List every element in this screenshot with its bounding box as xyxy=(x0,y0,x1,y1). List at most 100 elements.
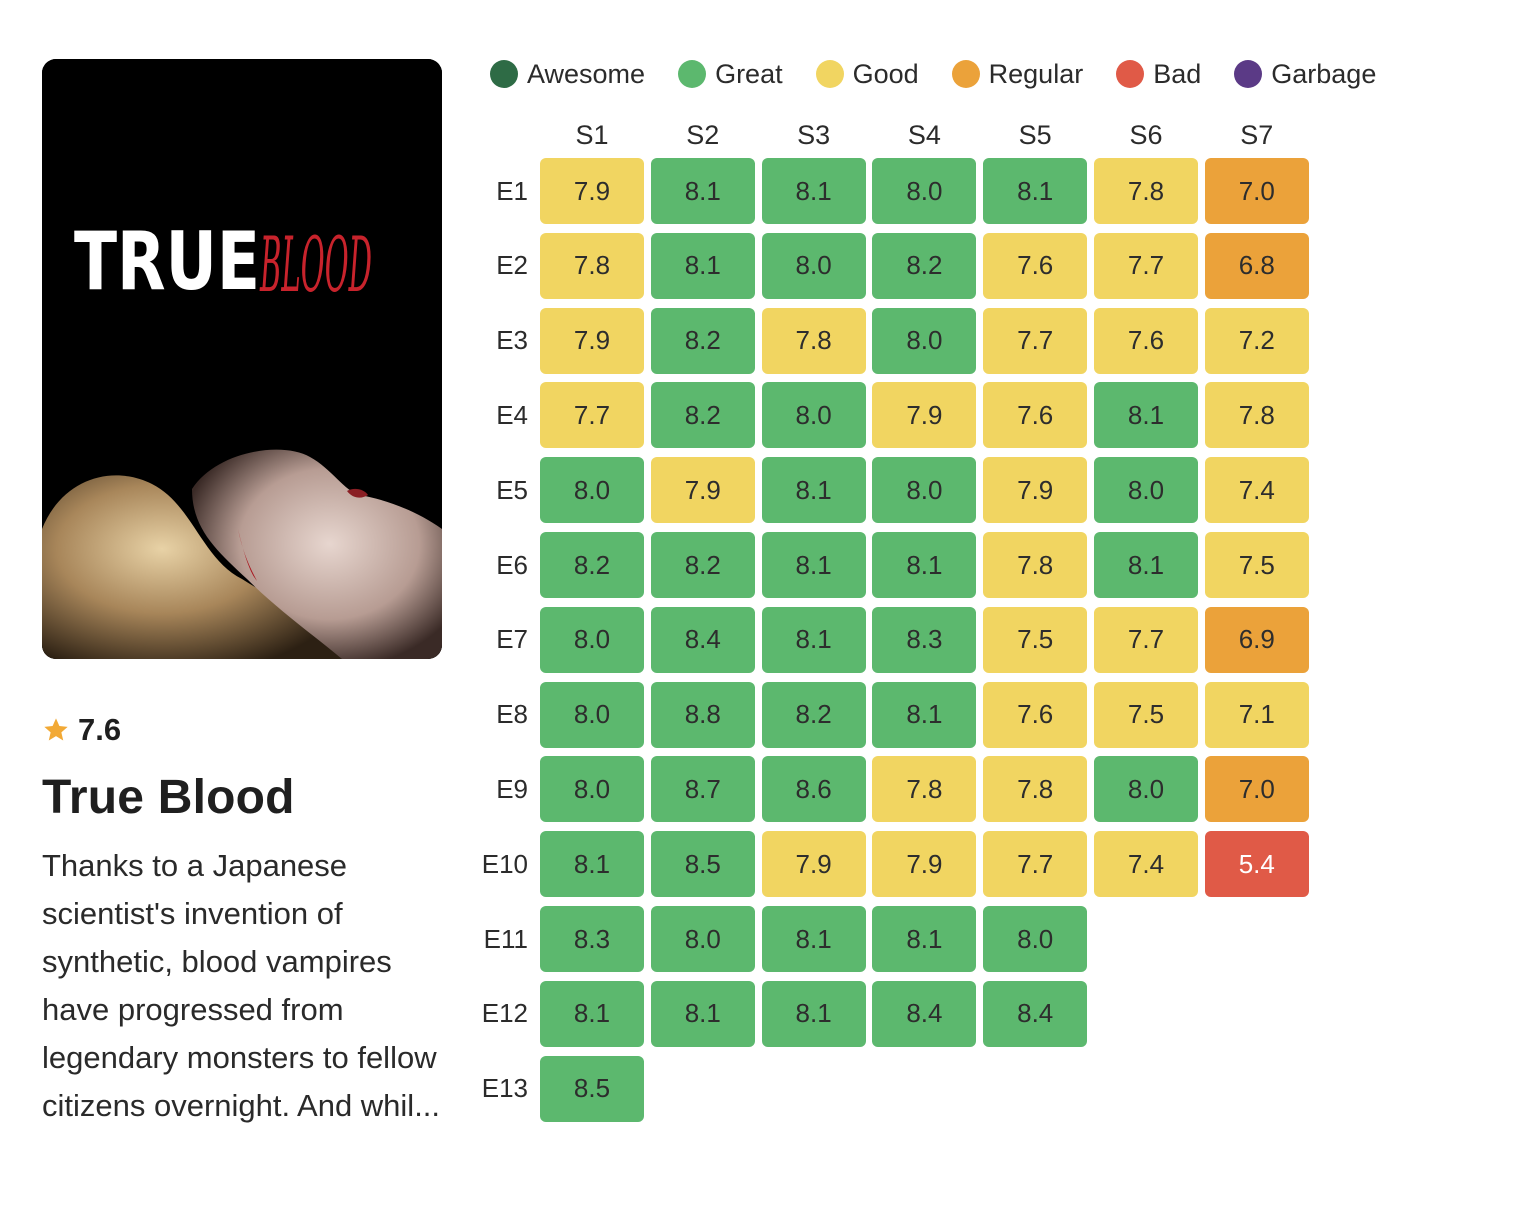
episode-rating-cell[interactable]: 8.2 xyxy=(872,232,977,299)
episode-rating-cell[interactable]: 8.6 xyxy=(761,756,866,823)
season-header: S3 xyxy=(797,119,831,150)
episode-rating-cell[interactable]: 8.1 xyxy=(872,681,977,748)
episode-rating-cell[interactable]: 7.8 xyxy=(983,756,1088,823)
episode-rating-cell[interactable]: 7.7 xyxy=(983,831,1088,898)
episode-rating-cell[interactable]: 7.1 xyxy=(1204,681,1309,748)
episode-rating-cell[interactable]: 7.7 xyxy=(540,382,644,449)
season-header: S4 xyxy=(907,119,941,150)
episode-rating-cell[interactable]: 6.8 xyxy=(1204,232,1309,299)
episode-rating-cell[interactable]: 6.9 xyxy=(1204,606,1309,673)
legend-item-regular: Regular xyxy=(951,59,1083,90)
episode-rating-cell[interactable]: 8.0 xyxy=(540,457,644,524)
show-title[interactable]: True Blood xyxy=(42,771,295,824)
episode-rating-cell[interactable]: 8.0 xyxy=(1094,457,1198,524)
episode-rating-cell[interactable]: 7.6 xyxy=(1094,307,1198,374)
episode-rating-cell[interactable]: 7.8 xyxy=(1094,158,1198,224)
episode-rating-cell[interactable]: 8.1 xyxy=(761,532,866,598)
episode-rating-cell[interactable]: 8.0 xyxy=(540,681,644,748)
episode-rating-cell[interactable]: 7.9 xyxy=(983,457,1088,524)
season-header: S6 xyxy=(1129,119,1163,150)
episode-rating-cell[interactable]: 8.2 xyxy=(650,382,755,449)
season-header: S1 xyxy=(575,119,609,150)
episode-rating-cell[interactable]: 7.4 xyxy=(1094,831,1198,898)
episode-rating-cell[interactable]: 8.5 xyxy=(650,831,755,898)
episode-rating-cell[interactable]: 7.2 xyxy=(1204,307,1309,374)
episode-rating-cell[interactable]: 7.6 xyxy=(983,382,1088,449)
episode-rating-cell[interactable]: 8.4 xyxy=(650,606,755,673)
episode-rating-cell[interactable]: 8.4 xyxy=(872,980,977,1047)
episode-rating-cell[interactable]: 8.8 xyxy=(650,681,755,748)
episode-rating-cell[interactable]: 8.1 xyxy=(761,906,866,972)
episode-rating-cell[interactable]: 8.0 xyxy=(761,232,866,299)
episode-rating-cell[interactable]: 8.1 xyxy=(650,158,755,224)
episode-rating-cell[interactable]: 8.1 xyxy=(650,232,755,299)
episode-rating-cell[interactable]: 8.7 xyxy=(650,756,755,823)
episode-rating-cell[interactable]: 8.0 xyxy=(540,756,644,823)
episode-rating-cell[interactable]: 7.7 xyxy=(1094,606,1198,673)
episode-rating-cell[interactable]: 8.1 xyxy=(761,606,866,673)
episode-rating-cell[interactable]: 7.6 xyxy=(983,681,1088,748)
episode-rating-cell[interactable]: 8.2 xyxy=(540,532,644,598)
episode-rating-cell[interactable]: 8.1 xyxy=(761,980,866,1047)
episode-header: E2 xyxy=(496,250,528,281)
episode-rating-cell[interactable]: 8.1 xyxy=(1094,532,1198,598)
episode-rating-cell[interactable]: 7.5 xyxy=(1094,681,1198,748)
show-poster[interactable]: TRUE BLOOD xyxy=(42,59,442,659)
show-rating: 7.6 xyxy=(42,710,121,750)
episode-rating-cell[interactable]: 7.6 xyxy=(983,232,1088,299)
legend-swatch xyxy=(951,60,980,88)
episode-rating-cell[interactable]: 8.1 xyxy=(540,980,644,1047)
episode-rating-cell[interactable]: 8.1 xyxy=(540,831,644,898)
episode-rating-cell[interactable]: 7.9 xyxy=(540,158,644,224)
episode-rating-cell[interactable]: 7.9 xyxy=(650,457,755,524)
show-synopsis: Thanks to a Japanese scientist's inventi… xyxy=(42,848,441,1123)
episode-rating-cell[interactable]: 8.1 xyxy=(872,532,977,598)
episode-rating-cell[interactable]: 8.1 xyxy=(650,980,755,1047)
episode-rating-cell[interactable]: 7.7 xyxy=(1094,232,1198,299)
episode-rating-cell[interactable]: 8.2 xyxy=(650,532,755,598)
episode-rating-cell[interactable]: 7.8 xyxy=(1204,382,1309,449)
episode-rating-cell[interactable]: 8.2 xyxy=(650,307,755,374)
episode-header: E7 xyxy=(496,624,528,655)
episode-rating-cell[interactable]: 7.8 xyxy=(872,756,977,823)
episode-rating-cell[interactable]: 7.9 xyxy=(872,382,977,449)
episode-rating-cell[interactable]: 8.0 xyxy=(872,307,977,374)
episode-rating-cell[interactable]: 8.2 xyxy=(761,681,866,748)
episode-rating-cell[interactable]: 7.8 xyxy=(983,532,1088,598)
episode-rating-cell[interactable]: 8.4 xyxy=(983,980,1088,1047)
episode-rating-cell[interactable]: 7.9 xyxy=(761,831,866,898)
episode-rating-cell[interactable]: 7.9 xyxy=(540,307,644,374)
episode-rating-cell[interactable]: 8.0 xyxy=(1094,756,1198,823)
episode-rating-cell[interactable]: 8.0 xyxy=(872,158,977,224)
star-icon xyxy=(44,718,68,741)
episode-rating-cell[interactable]: 8.1 xyxy=(872,906,977,972)
poster-image: TRUE BLOOD xyxy=(42,59,442,659)
episode-rating-cell[interactable]: 7.9 xyxy=(872,831,977,898)
episode-rating-cell[interactable]: 7.5 xyxy=(983,606,1088,673)
episode-rating-cell[interactable]: 5.4 xyxy=(1204,831,1309,898)
episode-rating-cell[interactable]: 8.3 xyxy=(872,606,977,673)
episode-rating-cell[interactable]: 8.0 xyxy=(872,457,977,524)
episode-rating-cell[interactable]: 7.8 xyxy=(540,232,644,299)
episode-rating-cell[interactable]: 7.8 xyxy=(761,307,866,374)
episode-rating-cell[interactable]: 8.1 xyxy=(1094,382,1198,449)
season-header: S5 xyxy=(1018,119,1052,150)
episode-rating-cell[interactable]: 8.3 xyxy=(540,906,644,972)
episode-rating-cell[interactable]: 8.0 xyxy=(761,382,866,449)
episode-header: E9 xyxy=(496,773,528,804)
episode-rating-cell[interactable]: 7.7 xyxy=(983,307,1088,374)
episode-header: E8 xyxy=(496,699,528,730)
episode-rating-cell[interactable]: 8.1 xyxy=(761,158,866,224)
episode-rating-cell[interactable]: 8.1 xyxy=(761,457,866,524)
episode-rating-cell[interactable]: 7.0 xyxy=(1204,756,1309,823)
episode-rating-cell[interactable]: 8.1 xyxy=(983,158,1088,224)
episode-header: E3 xyxy=(496,325,528,356)
episode-rating-cell[interactable]: 7.0 xyxy=(1204,158,1309,224)
episode-rating-cell[interactable]: 8.0 xyxy=(540,606,644,673)
episode-rating-cell[interactable]: 8.0 xyxy=(650,906,755,972)
episode-rating-cell[interactable]: 8.0 xyxy=(983,906,1088,972)
episode-rating-cell[interactable]: 7.4 xyxy=(1204,457,1309,524)
episode-rating-cell[interactable]: 7.5 xyxy=(1204,532,1309,598)
episode-rating-cell[interactable]: 8.5 xyxy=(540,1055,644,1122)
